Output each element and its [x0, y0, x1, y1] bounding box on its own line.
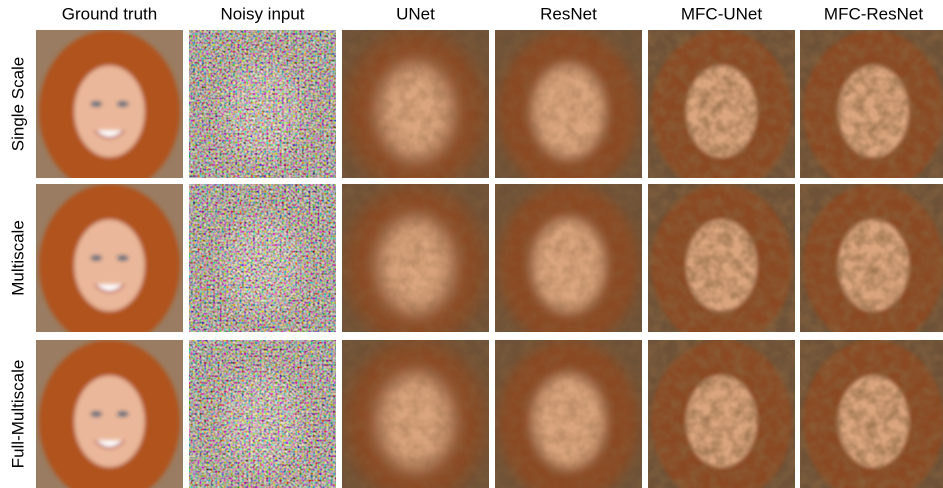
image-cell [495, 30, 642, 193]
artifacts [342, 30, 489, 178]
image [189, 184, 336, 347]
image-cell [495, 340, 642, 488]
noise [189, 184, 336, 332]
eye [117, 411, 129, 417]
skin [74, 220, 145, 312]
image [495, 184, 642, 347]
image-cell [648, 30, 795, 193]
image-cell [36, 340, 183, 488]
image [189, 340, 336, 488]
artifacts [495, 184, 642, 332]
row-label: Multiscale [8, 220, 27, 296]
eye [117, 101, 129, 107]
image [189, 30, 336, 193]
image [800, 340, 943, 488]
image [342, 184, 489, 347]
eye [90, 411, 102, 417]
image [36, 30, 183, 193]
eye [90, 255, 102, 261]
image [648, 340, 795, 488]
image-cell [189, 184, 336, 347]
image-cell [648, 340, 795, 488]
face [39, 30, 180, 193]
column-header: UNet [396, 4, 435, 23]
image-cell [495, 184, 642, 347]
row-label: Full-Multiscale [8, 360, 27, 469]
image-cell [800, 184, 943, 347]
artifacts [648, 340, 795, 488]
image [36, 184, 183, 347]
image [648, 184, 795, 347]
eye [117, 255, 129, 261]
eye [90, 101, 102, 107]
image [342, 340, 489, 488]
column-header: ResNet [540, 4, 597, 23]
image-cell [36, 30, 183, 193]
artifacts [800, 184, 943, 332]
column-header: Ground truth [62, 4, 157, 23]
artifacts [342, 340, 489, 488]
figure: Ground truth Noisy input UNet ResNet MFC-UNe… [0, 0, 943, 488]
face [39, 184, 180, 347]
row-label: Single Scale [8, 57, 27, 152]
column-header: Noisy input [220, 4, 304, 23]
image [342, 30, 489, 193]
skin [74, 66, 145, 158]
image [800, 30, 943, 193]
image-cell [342, 184, 489, 347]
image [495, 340, 642, 488]
artifacts [342, 184, 489, 332]
artifacts [800, 30, 943, 178]
image [495, 30, 642, 193]
image-cell [189, 30, 336, 193]
image-cell [189, 340, 336, 488]
artifacts [648, 184, 795, 332]
skin [74, 376, 145, 468]
image-cell [36, 184, 183, 347]
artifacts [495, 340, 642, 488]
artifacts [648, 30, 795, 178]
artifacts [800, 340, 943, 488]
column-header: MFC-UNet [681, 4, 762, 23]
image-cell [800, 340, 943, 488]
image-cell [800, 30, 943, 193]
noise [189, 30, 336, 178]
image [36, 340, 183, 488]
image-cell [648, 184, 795, 347]
image-cell [342, 30, 489, 193]
image [648, 30, 795, 193]
noise [189, 340, 336, 488]
image [800, 184, 943, 347]
artifacts [495, 30, 642, 178]
column-header: MFC-ResNet [824, 4, 923, 23]
image-cell [342, 340, 489, 488]
